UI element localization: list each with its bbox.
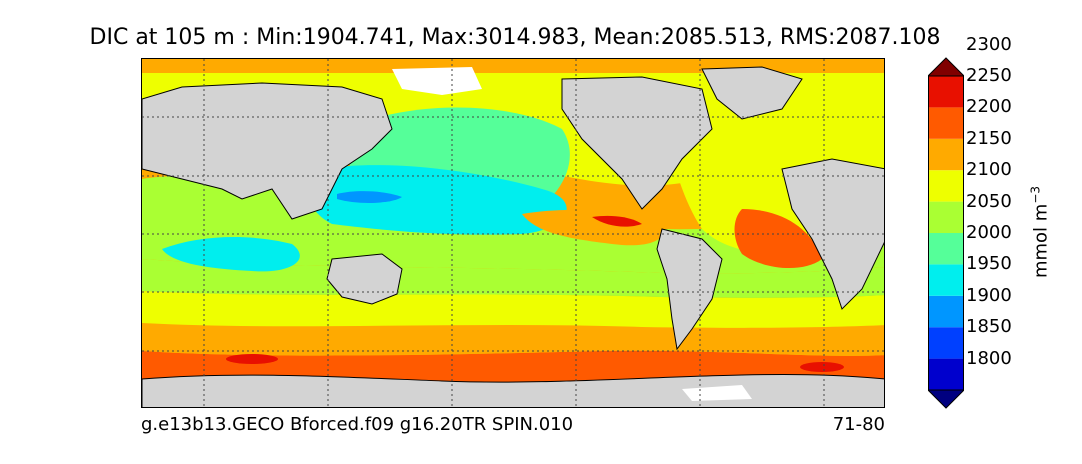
land-south-america — [656, 228, 723, 351]
colorbar-segment — [928, 170, 964, 202]
colorbar-segment — [928, 327, 964, 359]
indian-cyan-band — [162, 237, 300, 272]
colorbar-segment — [928, 107, 964, 139]
equatorial-red-spot — [592, 215, 642, 227]
pacific-cyan-pool — [308, 165, 567, 235]
colorbar-extend-min — [928, 389, 964, 409]
period-label: 71-80 — [832, 414, 885, 435]
colorbar-tick-label: 2200 — [966, 96, 1012, 118]
colorbar-tick-label: 1850 — [966, 316, 1012, 338]
land-greenland — [701, 66, 803, 120]
units-base: mmol m — [1030, 203, 1052, 279]
sea-ice-arctic — [392, 67, 482, 95]
colorbar-segment — [928, 358, 964, 390]
colorbar-tick-label: 2250 — [966, 65, 1012, 86]
colorbar-segment — [928, 76, 964, 108]
colorbar-tick-label: 1800 — [966, 347, 1012, 369]
colorbar-segment — [928, 264, 964, 296]
colorbar — [928, 57, 964, 409]
ocean-field-map — [142, 59, 884, 407]
colorbar-segment — [928, 201, 964, 233]
southern-orange-band — [142, 323, 884, 356]
pacific-blue-spot — [337, 191, 402, 203]
colorbar-units: mmol m−3 — [1029, 186, 1052, 278]
colorbar-tick-label: 2000 — [966, 222, 1012, 243]
map-panel — [141, 58, 885, 408]
colorbar-outline — [928, 75, 964, 391]
colorbar-tick-label: 1950 — [966, 253, 1012, 275]
southern-red-spot-1 — [226, 354, 278, 364]
run-name-label: g.e13b13.GECO Bforced.f09 g16.20TR SPIN.… — [141, 414, 574, 435]
colorbar-segment — [928, 233, 964, 265]
colorbar-tick-label: 2150 — [966, 127, 1012, 149]
land-eurasia — [142, 82, 393, 220]
colorbar-segment — [928, 295, 964, 328]
colorbar-tick-label: 2050 — [966, 190, 1012, 212]
colorbar-tick-label: 2300 — [966, 33, 1012, 55]
units-exponent: −3 — [1028, 185, 1043, 204]
colorbar-tick-label: 1900 — [966, 284, 1012, 306]
south-atlantic-orange — [734, 209, 822, 269]
southern-red-spot-2 — [800, 362, 844, 372]
colorbar-tick-label: 2100 — [966, 159, 1012, 181]
colorbar-extend-max — [928, 57, 964, 77]
colorbar-segment — [928, 138, 964, 171]
land-north-america — [561, 76, 713, 210]
graticule — [142, 59, 884, 407]
plot-title: DIC at 105 m : Min:1904.741, Max:3014.98… — [89, 25, 941, 50]
